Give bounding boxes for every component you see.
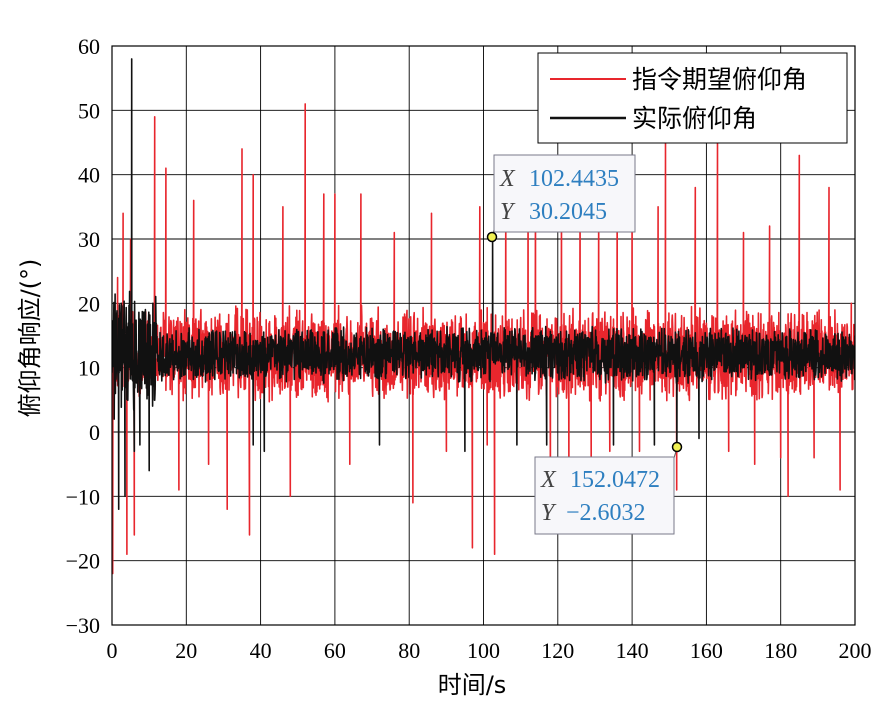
datatip-2-y-key: Y <box>541 500 557 526</box>
legend-label-command: 指令期望俯仰角 <box>632 65 807 94</box>
datatip-2: X 152.0472 Y −2.6032 <box>534 441 683 535</box>
x-tick-label: 60 <box>324 638 346 663</box>
datatip-1-y-value: 30.2045 <box>529 199 607 225</box>
datatip-1: X 102.4435 Y 30.2045 <box>486 154 636 243</box>
y-tick-label: 30 <box>78 227 100 252</box>
series-actual-pitch-line <box>112 58 855 510</box>
x-tick-label: 180 <box>764 638 797 663</box>
x-tick-label: 140 <box>616 638 649 663</box>
y-tick-label: 50 <box>78 98 100 123</box>
y-axis-label: 俯仰角响应/(°) <box>16 259 44 418</box>
y-tick-label: 60 <box>78 34 100 59</box>
datatip-1-marker <box>486 231 498 243</box>
datatip-1-y-key: Y <box>500 199 516 225</box>
y-tick-label: 20 <box>78 291 100 316</box>
datatip-1-box <box>493 154 636 233</box>
x-tick-labels: 0 20 40 60 80 100 120 140 160 180 200 <box>107 638 872 663</box>
datatip-2-box <box>534 456 675 535</box>
x-tick-label: 100 <box>467 638 500 663</box>
datatip-2-y-value: −2.6032 <box>566 500 646 526</box>
x-tick-label: 120 <box>541 638 574 663</box>
x-tick-label: 160 <box>690 638 723 663</box>
y-tick-labels: 60 50 40 30 20 10 0 −10 −20 −30 <box>66 34 100 638</box>
legend-label-actual: 实际俯仰角 <box>632 104 757 133</box>
y-tick-label: −20 <box>66 549 100 574</box>
x-tick-label: 200 <box>839 638 872 663</box>
y-tick-label: 40 <box>78 163 100 188</box>
x-tick-label: 80 <box>398 638 420 663</box>
legend-box <box>537 52 848 144</box>
y-tick-label: −10 <box>66 484 100 509</box>
x-tick-label: 40 <box>250 638 272 663</box>
datatip-2-x-value: 152.0472 <box>570 467 660 493</box>
datatip-1-x-value: 102.4435 <box>529 166 619 192</box>
plot-frame <box>111 45 856 626</box>
legend: 指令期望俯仰角 实际俯仰角 <box>537 52 848 144</box>
x-tick-label: 20 <box>175 638 197 663</box>
y-tick-label: 0 <box>89 420 100 445</box>
series-lines <box>112 58 855 575</box>
datatip-2-marker <box>671 441 683 453</box>
datatip-2-x-key: X <box>540 467 557 493</box>
y-tick-label: −30 <box>66 613 100 638</box>
x-tick-label: 0 <box>107 638 118 663</box>
x-axis-label: 时间/s <box>438 671 507 699</box>
y-tick-label: 10 <box>78 356 100 381</box>
datatip-1-x-key: X <box>499 166 516 192</box>
